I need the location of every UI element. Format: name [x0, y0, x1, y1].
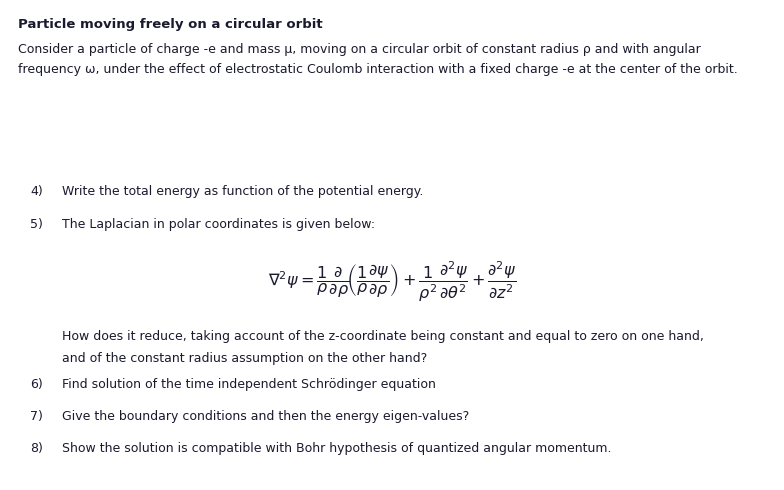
- Text: and of the constant radius assumption on the other hand?: and of the constant radius assumption on…: [62, 352, 427, 365]
- Text: Give the boundary conditions and then the energy eigen-values?: Give the boundary conditions and then th…: [62, 410, 470, 423]
- Text: 5): 5): [30, 218, 43, 231]
- Text: Consider a particle of charge -e and mass μ, moving on a circular orbit of const: Consider a particle of charge -e and mas…: [18, 43, 701, 56]
- Text: How does it reduce, taking account of the z-coordinate being constant and equal : How does it reduce, taking account of th…: [62, 330, 704, 343]
- Text: 8): 8): [30, 442, 43, 455]
- Text: Show the solution is compatible with Bohr hypothesis of quantized angular moment: Show the solution is compatible with Boh…: [62, 442, 612, 455]
- Text: Find solution of the time independent Schrödinger equation: Find solution of the time independent Sc…: [62, 378, 436, 391]
- Text: $\nabla^2\psi = \dfrac{1}{\rho}\dfrac{\partial}{\partial\rho}\!\left(\dfrac{1}{\: $\nabla^2\psi = \dfrac{1}{\rho}\dfrac{\p…: [268, 260, 516, 304]
- Text: 7): 7): [30, 410, 43, 423]
- Text: Particle moving freely on a circular orbit: Particle moving freely on a circular orb…: [18, 18, 323, 31]
- Text: 6): 6): [30, 378, 43, 391]
- Text: 4): 4): [30, 185, 43, 198]
- Text: frequency ω, under the effect of electrostatic Coulomb interaction with a fixed : frequency ω, under the effect of electro…: [18, 63, 738, 76]
- Text: The Laplacian in polar coordinates is given below:: The Laplacian in polar coordinates is gi…: [62, 218, 375, 231]
- Text: Write the total energy as function of the potential energy.: Write the total energy as function of th…: [62, 185, 423, 198]
